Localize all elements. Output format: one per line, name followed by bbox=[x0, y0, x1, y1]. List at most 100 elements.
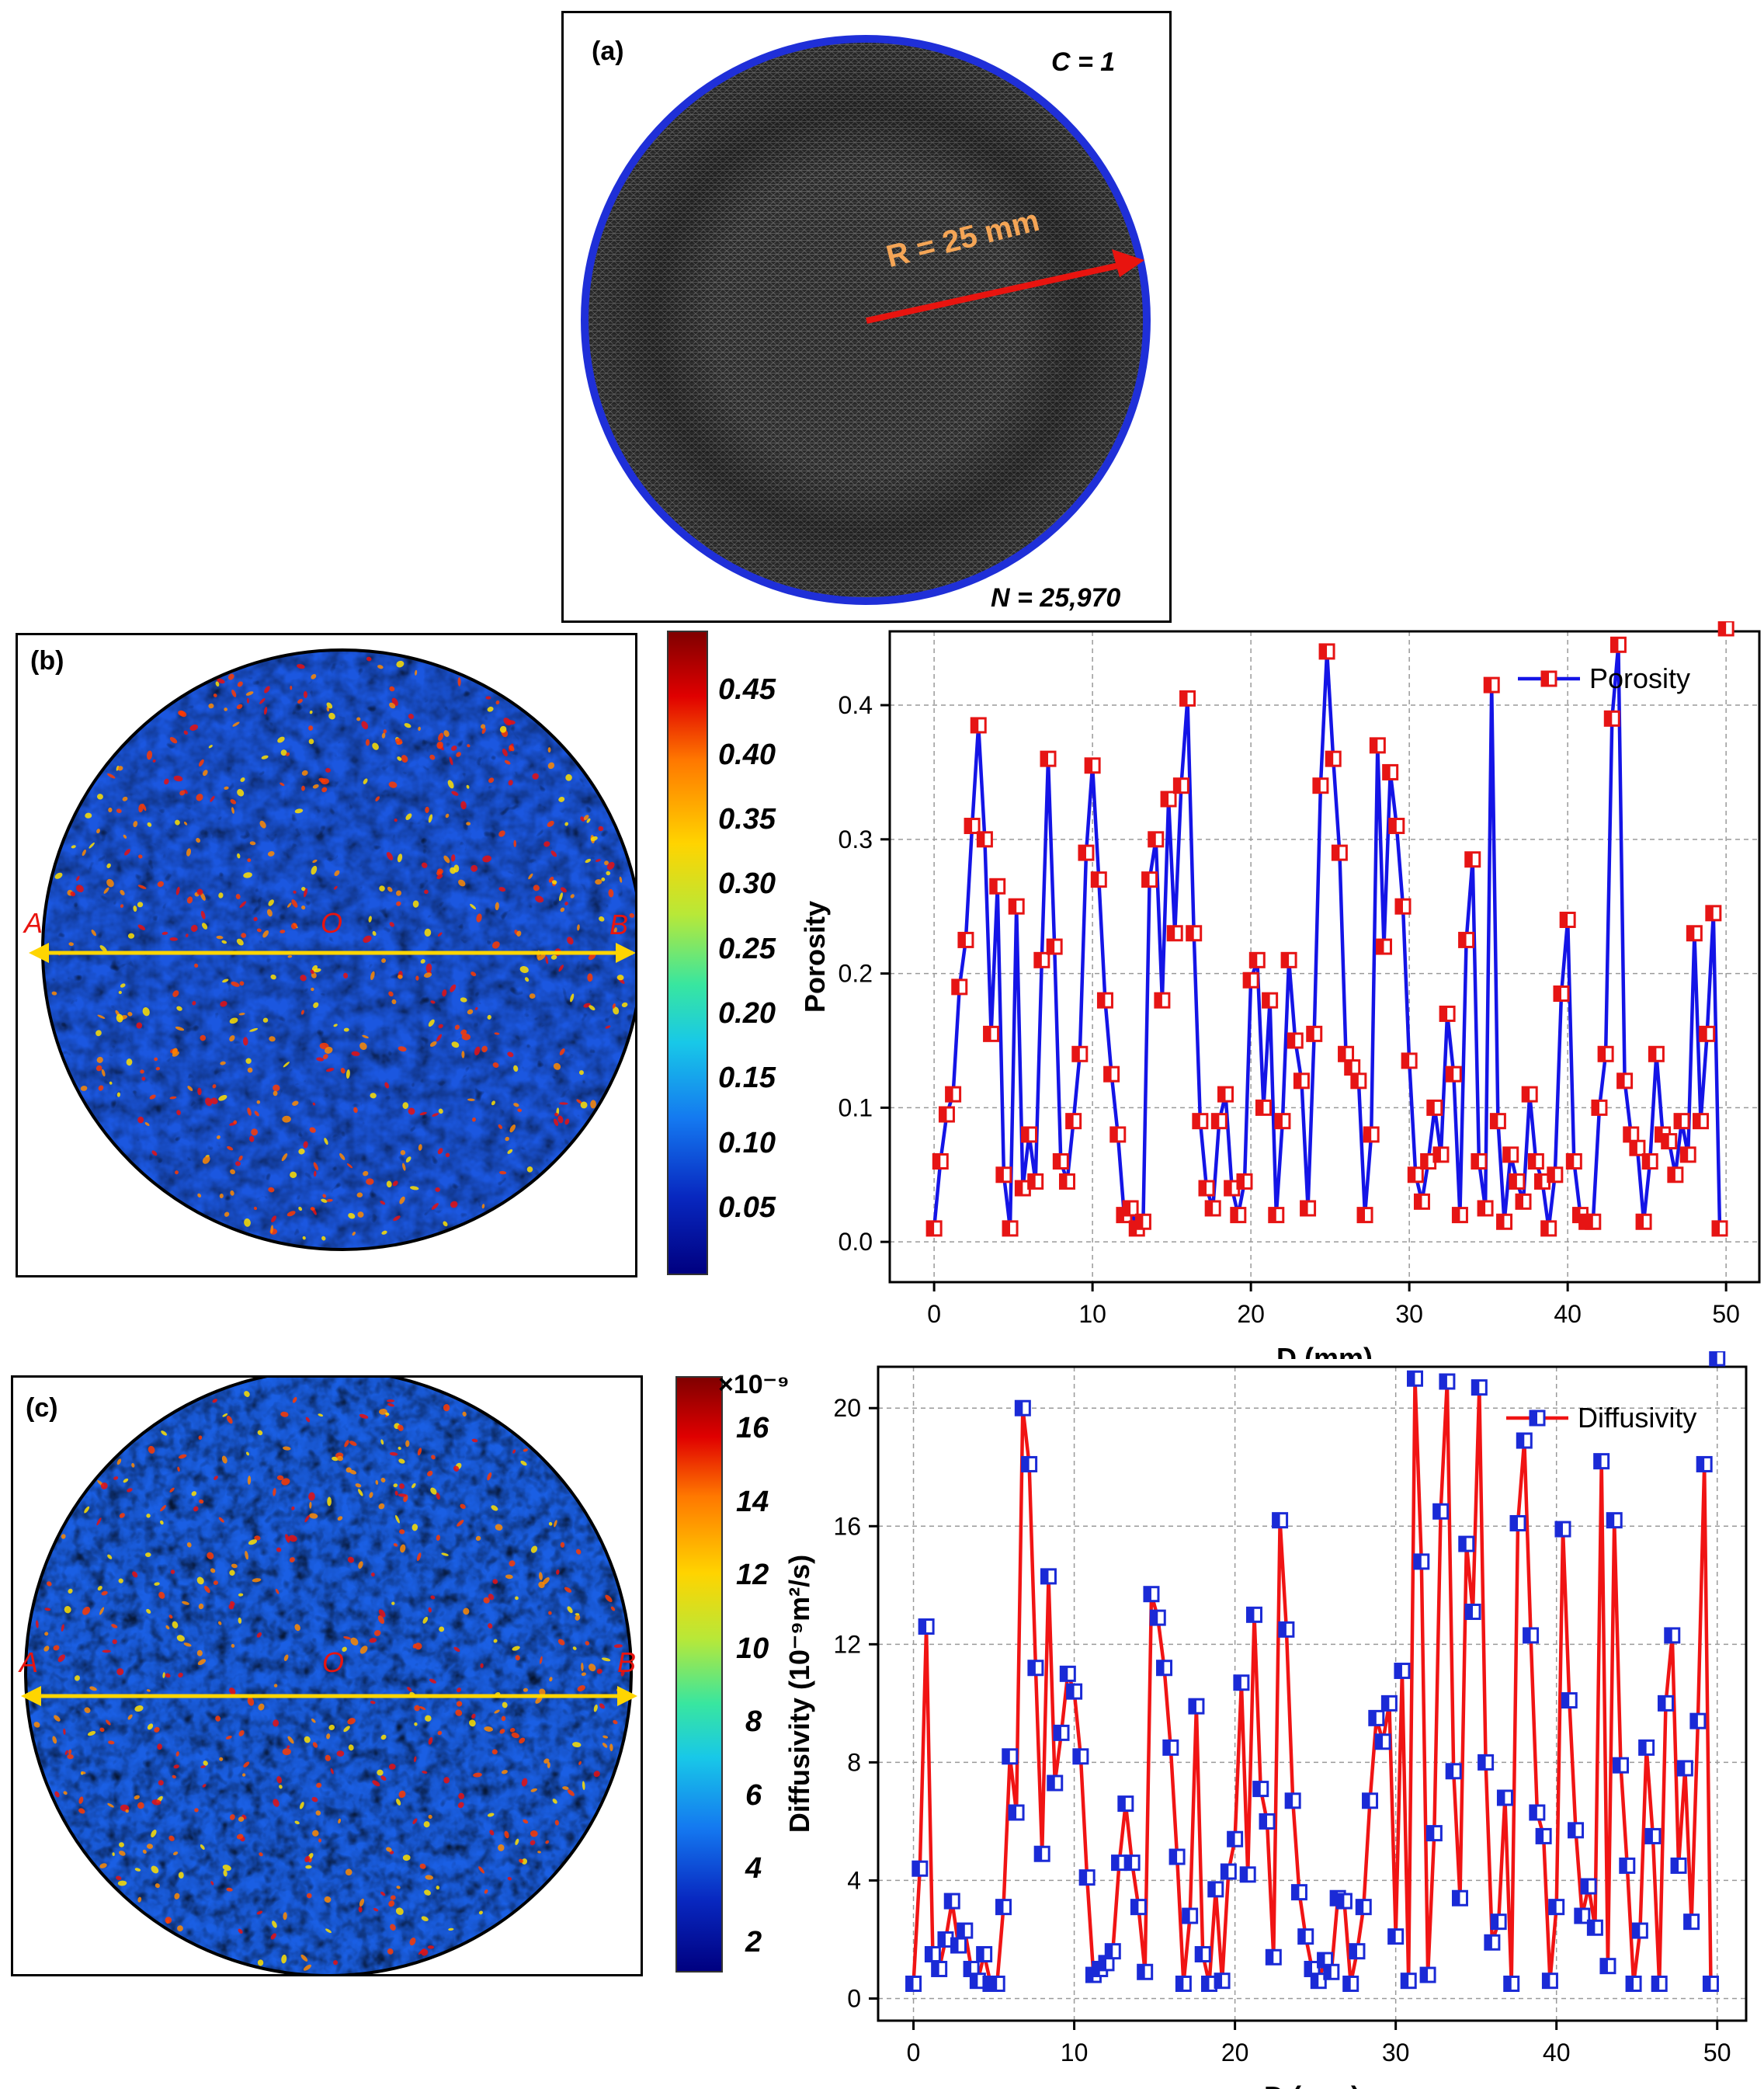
data-point bbox=[1342, 1975, 1359, 1992]
y-tick-label: 12 bbox=[833, 1630, 861, 1658]
porosity-colorbar-ticks: 0.45 0.40 0.35 0.30 0.25 0.20 0.15 0.10 … bbox=[718, 631, 811, 1275]
data-point bbox=[1585, 1213, 1602, 1230]
x-tick-label: 20 bbox=[1237, 1300, 1265, 1328]
data-point bbox=[1591, 1099, 1608, 1116]
section-arrow-right bbox=[616, 943, 635, 963]
data-point bbox=[1143, 1586, 1160, 1603]
data-point bbox=[1619, 1857, 1636, 1874]
x-tick-label: 10 bbox=[1061, 2039, 1089, 2066]
data-point bbox=[1540, 1220, 1557, 1237]
data-point bbox=[1565, 1152, 1582, 1170]
x-axis-title: D (mm) bbox=[1264, 2080, 1360, 2089]
data-point bbox=[1272, 1512, 1289, 1529]
data-point bbox=[1300, 1200, 1317, 1217]
data-point bbox=[988, 1975, 1005, 1992]
data-point bbox=[1471, 1152, 1488, 1170]
data-point bbox=[1516, 1432, 1533, 1449]
cbar-b-tick: 0.45 bbox=[718, 673, 776, 706]
data-point bbox=[1489, 1113, 1506, 1130]
data-point bbox=[1705, 905, 1722, 922]
data-point bbox=[931, 1960, 948, 1977]
data-point bbox=[1673, 1113, 1690, 1130]
data-point bbox=[1262, 992, 1279, 1009]
data-point bbox=[1445, 1065, 1462, 1083]
data-point bbox=[1200, 1975, 1217, 1992]
data-point bbox=[1709, 1351, 1726, 1367]
data-point bbox=[1052, 1152, 1069, 1170]
data-point bbox=[1580, 1878, 1597, 1895]
data-point bbox=[1593, 1453, 1610, 1470]
section-arrow-left bbox=[29, 943, 49, 963]
data-point bbox=[1477, 1200, 1494, 1217]
data-point bbox=[1344, 1059, 1361, 1076]
data-point bbox=[1376, 938, 1393, 955]
data-point bbox=[1096, 992, 1113, 1009]
data-point bbox=[1535, 1827, 1552, 1844]
data-point bbox=[1484, 1934, 1501, 1951]
data-point bbox=[1134, 1213, 1151, 1230]
y-tick-label: 20 bbox=[833, 1394, 861, 1422]
cbar-c-tick: 2 bbox=[745, 1926, 762, 1959]
radius-arrow-line bbox=[866, 260, 1130, 324]
data-point bbox=[1523, 1627, 1540, 1644]
data-point bbox=[1148, 831, 1165, 848]
cbar-b-tick: 0.40 bbox=[718, 739, 776, 771]
data-point bbox=[1502, 1146, 1519, 1163]
data-point bbox=[1603, 710, 1620, 727]
data-point bbox=[1356, 1207, 1373, 1224]
data-point bbox=[1699, 1025, 1716, 1042]
x-tick-label: 50 bbox=[1703, 2039, 1731, 2066]
data-point bbox=[1182, 1907, 1199, 1924]
mesh-figure bbox=[581, 35, 1151, 605]
data-point bbox=[1355, 1899, 1372, 1916]
data-point bbox=[1312, 777, 1329, 794]
y-tick-label: 0 bbox=[847, 1984, 861, 2012]
data-point bbox=[1335, 1893, 1353, 1910]
data-point bbox=[983, 1025, 1000, 1042]
data-point bbox=[1478, 1754, 1495, 1771]
data-point bbox=[1287, 1032, 1304, 1049]
data-point bbox=[1130, 1899, 1147, 1916]
porosity-colorbar bbox=[667, 631, 708, 1275]
data-point bbox=[945, 1086, 962, 1103]
y-tick-label: 0.2 bbox=[839, 960, 873, 988]
y-tick-label: 0.3 bbox=[839, 826, 873, 853]
data-point bbox=[1259, 1813, 1276, 1830]
data-point bbox=[1471, 1379, 1488, 1396]
legend-label: Porosity bbox=[1589, 662, 1690, 694]
data-point bbox=[943, 1893, 960, 1910]
x-tick-label: 0 bbox=[927, 1300, 941, 1328]
data-point bbox=[1527, 1152, 1544, 1170]
data-point bbox=[963, 1960, 980, 1977]
data-point bbox=[1310, 1973, 1327, 1990]
cbar-c-tick: 4 bbox=[745, 1852, 762, 1885]
y-axis-title: Porosity bbox=[799, 901, 831, 1013]
data-point bbox=[1586, 1919, 1603, 1936]
data-point bbox=[1606, 1512, 1623, 1529]
y-tick-label: 16 bbox=[833, 1512, 861, 1540]
data-point bbox=[1188, 1698, 1205, 1715]
data-point bbox=[1509, 1514, 1526, 1531]
data-point bbox=[1521, 1086, 1538, 1103]
plot-frame bbox=[877, 1365, 1748, 2022]
data-point bbox=[1230, 1207, 1247, 1224]
data-point bbox=[1686, 925, 1703, 942]
data-point bbox=[1413, 1553, 1430, 1570]
data-point bbox=[1290, 1884, 1307, 1901]
data-point bbox=[1217, 1086, 1234, 1103]
data-point bbox=[1274, 1113, 1291, 1130]
data-point bbox=[1059, 1665, 1076, 1682]
x-tick-label: 50 bbox=[1712, 1300, 1740, 1328]
radius-arrow-head bbox=[1112, 249, 1144, 277]
data-point bbox=[1574, 1907, 1591, 1924]
data-point bbox=[1058, 1173, 1075, 1190]
data-point bbox=[1369, 737, 1386, 754]
data-point bbox=[1033, 1845, 1050, 1862]
data-point bbox=[1204, 1200, 1221, 1217]
data-point bbox=[1027, 1173, 1044, 1190]
data-point bbox=[1040, 750, 1057, 767]
data-point bbox=[1220, 1863, 1237, 1880]
x-tick-label: 30 bbox=[1382, 2039, 1410, 2066]
data-point bbox=[1651, 1975, 1668, 1992]
data-point bbox=[1426, 1099, 1443, 1116]
